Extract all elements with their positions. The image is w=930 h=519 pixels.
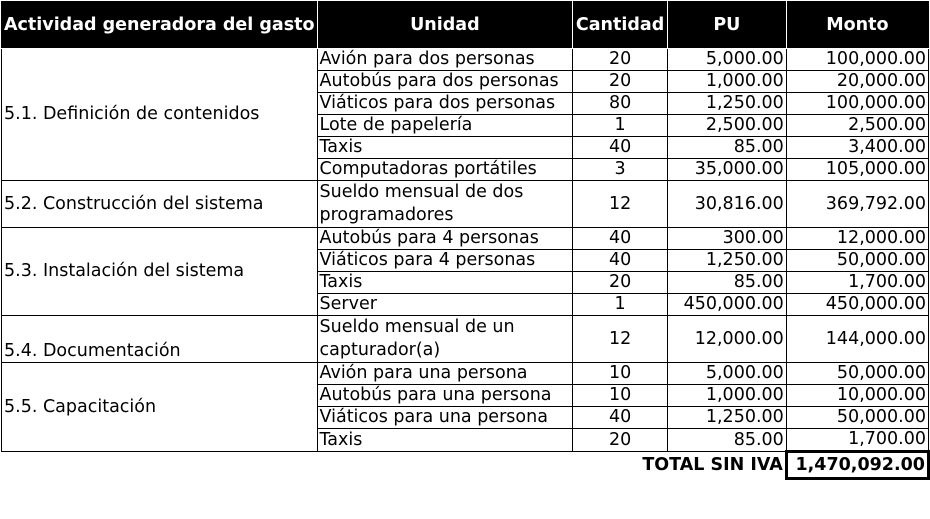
- table-row: 5.4. Documentación Sueldo mensual de un c…: [1, 315, 930, 363]
- amount-cell: 450,000.00: [785, 293, 930, 316]
- table-row: Viáticos para una persona 40 1,250.00 50,00…: [2, 406, 930, 429]
- unit-cell: Computadoras portátiles: [316, 158, 574, 181]
- unit-cell: Avión para una persona: [316, 362, 574, 385]
- table-row: Autobús para una persona 10 1,000.00 10,000…: [2, 384, 930, 407]
- unit-cell: Autobús para 4 personas: [316, 227, 574, 250]
- quantity-cell: 10: [572, 384, 668, 407]
- pu-cell: 1,250.00: [666, 249, 787, 272]
- header-unit: Unidad: [316, 1, 574, 49]
- total-label: TOTAL SIN IVA: [642, 454, 783, 475]
- amount-cell: 144,000.00: [785, 315, 930, 363]
- quantity-cell: 1: [572, 293, 668, 316]
- unit-cell: Sueldo mensual de dos programadores: [316, 180, 574, 228]
- table-row: Viáticos para 4 personas 40 1,250.00 50,000…: [2, 249, 930, 272]
- quantity-cell: 12: [572, 180, 668, 228]
- table-row: Server 1 450,000.00 450,000.00: [2, 293, 930, 316]
- header-amount: Monto: [785, 1, 930, 49]
- pu-cell: 30,816.00: [666, 180, 787, 228]
- pu-cell: 300.00: [666, 227, 787, 250]
- amount-cell: 100,000.00: [785, 92, 930, 115]
- table-row: 5.2. Construcción del sistema Sueldo mens…: [1, 180, 930, 228]
- table-row: 5.5. Capacitación Avión para una persona 1…: [1, 362, 930, 452]
- header-row: Actividad generadora del gasto Unidad Ca…: [1, 1, 930, 49]
- total-row: TOTAL SIN IVA 1,470,092.00: [2, 450, 930, 480]
- quantity-cell: 20: [572, 48, 668, 71]
- pu-cell: 1,250.00: [666, 92, 787, 115]
- unit-cell: Avión para dos personas: [316, 48, 574, 71]
- activity-cell: 5.5. Capacitación: [1, 362, 318, 452]
- unit-cell: Taxis: [316, 428, 574, 452]
- quantity-cell: 20: [572, 428, 668, 452]
- quantity-cell: 3: [572, 158, 668, 181]
- activity-cell: 5.4. Documentación: [1, 315, 318, 363]
- amount-cell: 20,000.00: [785, 70, 930, 93]
- pu-cell: 85.00: [666, 271, 787, 294]
- unit-cell: Viáticos para 4 personas: [316, 249, 574, 272]
- header-pu: PU: [666, 1, 787, 49]
- header-quantity: Cantidad: [572, 1, 668, 49]
- amount-cell: 50,000.00: [785, 406, 930, 429]
- table-row: 5.1. Definición de contenidos Avión para …: [1, 48, 930, 181]
- quantity-cell: 40: [572, 136, 668, 159]
- pu-cell: 85.00: [666, 428, 787, 452]
- amount-cell: 105,000.00: [785, 158, 930, 181]
- table-row: 5.3. Instalación del sistema Autobús para…: [1, 227, 930, 316]
- unit-cell: Server: [316, 293, 574, 316]
- pu-cell: 35,000.00: [666, 158, 787, 181]
- quantity-cell: 40: [572, 406, 668, 429]
- pu-cell: 5,000.00: [666, 362, 787, 385]
- amount-cell: 100,000.00: [785, 48, 930, 71]
- pu-cell: 2,500.00: [666, 114, 787, 137]
- unit-cell: Sueldo mensual de un capturador(a): [316, 315, 574, 363]
- unit-cell: Autobús para dos personas: [316, 70, 574, 93]
- table-row: Computadoras portátiles 3 35,000.00 105,000…: [2, 158, 930, 181]
- unit-cell: Autobús para una persona: [316, 384, 574, 407]
- amount-cell: 50,000.00: [785, 249, 930, 272]
- amount-cell: 12,000.00: [785, 227, 930, 250]
- table-row: Viáticos para dos personas 80 1,250.00 100,…: [2, 92, 930, 115]
- budget-table: Actividad generadora del gasto Unidad Ca…: [1, 1, 930, 480]
- amount-cell: 10,000.00: [785, 384, 930, 407]
- unit-cell: Taxis: [316, 271, 574, 294]
- quantity-cell: 20: [572, 271, 668, 294]
- header-activity: Actividad generadora del gasto: [1, 1, 318, 49]
- pu-cell: 1,250.00: [666, 406, 787, 429]
- quantity-cell: 12: [572, 315, 668, 363]
- table-row: Lote de papelería 1 2,500.00 2,500.00: [2, 114, 930, 137]
- amount-cell: 1,700.00: [785, 271, 930, 294]
- table-row: Taxis 20 85.00 1,700.00: [2, 428, 930, 452]
- activity-cell: 5.3. Instalación del sistema: [1, 227, 318, 316]
- quantity-cell: 40: [572, 227, 668, 250]
- pu-cell: 1,000.00: [666, 384, 787, 407]
- amount-cell: 3,400.00: [785, 136, 930, 159]
- amount-cell: 2,500.00: [785, 114, 930, 137]
- unit-cell: Taxis: [316, 136, 574, 159]
- table-body: 5.1. Definición de contenidos Avión para …: [1, 48, 930, 452]
- unit-cell: Viáticos para dos personas: [316, 92, 574, 115]
- quantity-cell: 1: [572, 114, 668, 137]
- pu-cell: 5,000.00: [666, 48, 787, 71]
- activity-cell: 5.1. Definición de contenidos: [1, 48, 318, 181]
- unit-cell: Viáticos para una persona: [316, 406, 574, 429]
- pu-cell: 450,000.00: [666, 293, 787, 316]
- amount-cell: 369,792.00: [785, 180, 930, 228]
- amount-cell: 1,700.00: [785, 428, 930, 452]
- total-value: 1,470,092.00: [784, 450, 930, 480]
- pu-cell: 85.00: [666, 136, 787, 159]
- table-row: Autobús para dos personas 20 1,000.00 20,00…: [2, 70, 930, 93]
- quantity-cell: 40: [572, 249, 668, 272]
- pu-cell: 12,000.00: [666, 315, 787, 363]
- quantity-cell: 20: [572, 70, 668, 93]
- quantity-cell: 10: [572, 362, 668, 385]
- pu-cell: 1,000.00: [666, 70, 787, 93]
- activity-cell: 5.2. Construcción del sistema: [1, 180, 318, 228]
- amount-cell: 50,000.00: [785, 362, 930, 385]
- quantity-cell: 80: [572, 92, 668, 115]
- unit-cell: Lote de papelería: [316, 114, 574, 137]
